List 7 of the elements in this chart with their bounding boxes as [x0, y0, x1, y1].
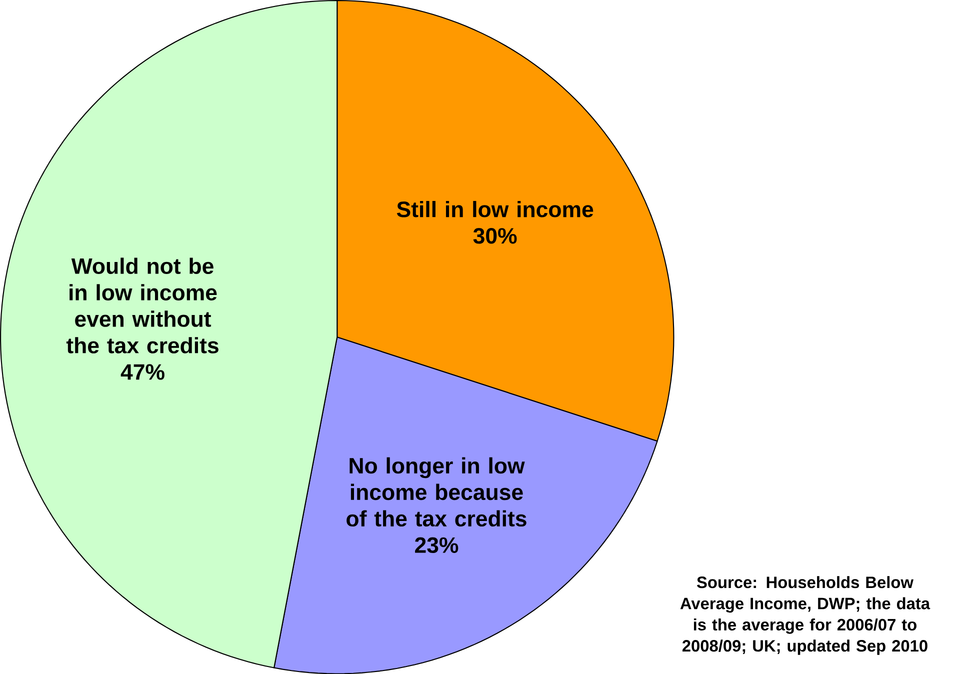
slice-label: Would not be in low income even without the tax credits: [66, 258, 218, 354]
data-label: 30%: [473, 228, 517, 244]
data-label: 23%: [415, 537, 458, 553]
data-label: 47%: [120, 364, 164, 380]
slice-label: No longer in low income because of the tax credits: [346, 457, 526, 526]
source-note: Source: Households Below Average Income, DWP; the data is the average for 2006/07 to 2008/09; UK; updated Sep 2010: [680, 576, 930, 655]
slice-label: Still in low income: [396, 200, 594, 218]
